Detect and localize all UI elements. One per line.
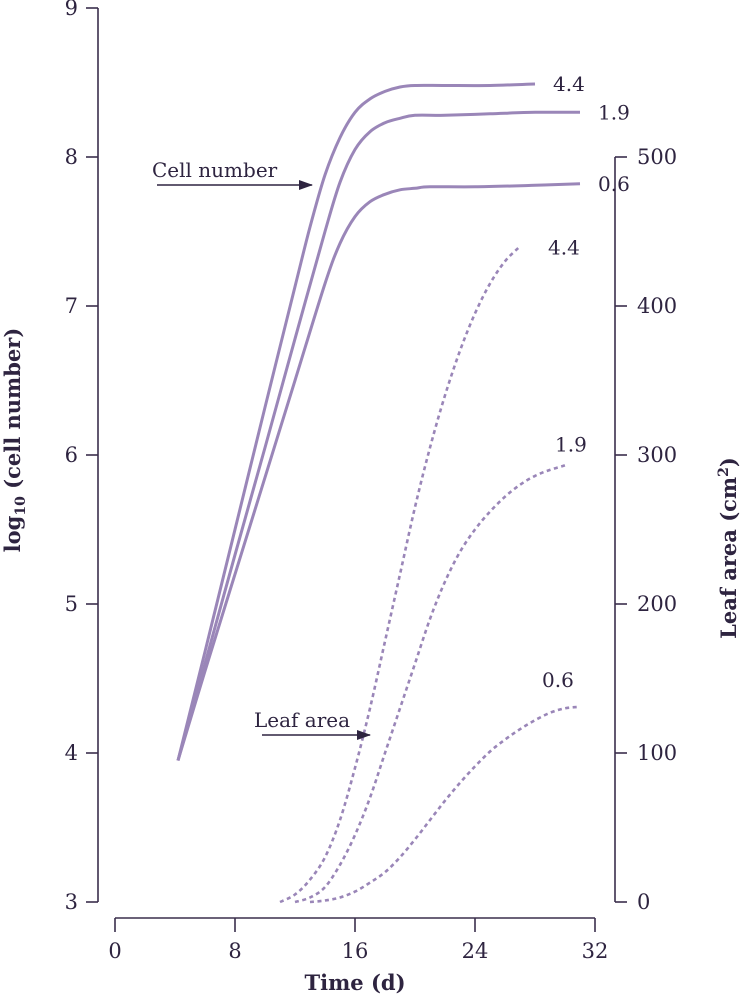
left-axis-title-main: log — [0, 515, 25, 552]
left-axis-tick-label: 4 — [65, 741, 78, 765]
cell-number-series-label: 4.4 — [553, 72, 585, 96]
x-axis-tick-label: 32 — [582, 939, 609, 963]
right-axis-tick-label: 400 — [637, 294, 677, 318]
right-axis-tick-label: 200 — [637, 592, 677, 616]
left-axis-title-rest: (cell number) — [0, 328, 25, 496]
leaf-area-series-label: 0.6 — [542, 668, 574, 692]
series-group — [176, 82, 581, 904]
leaf-area-line-1-9 — [294, 464, 566, 904]
cell-number-line-4-4 — [176, 82, 536, 761]
right-axis-tick-label: 300 — [637, 443, 677, 467]
cell-number-line-0-6 — [176, 182, 581, 761]
leaf-area-series-label: 4.4 — [548, 235, 580, 259]
leaf-area-line-0-6 — [309, 705, 581, 904]
left-axis-tick-label: 5 — [65, 592, 78, 616]
cell-number-annotation: Cell number — [152, 158, 278, 182]
right-axis-title-superscript: 2 — [716, 467, 732, 477]
labels-group: Time (d) log10 (cell number) Leaf area (cm… — [0, 72, 741, 995]
right-axis-tick-label: 0 — [637, 890, 650, 914]
left-axis-tick-label: 7 — [65, 294, 78, 318]
x-axis-tick-label: 0 — [108, 939, 121, 963]
right-axis-tick-label: 500 — [637, 145, 677, 169]
leaf-area-series-label: 1.9 — [555, 432, 587, 456]
cell-number-series-label: 1.9 — [598, 100, 630, 124]
left-axis-tick-label: 8 — [65, 145, 78, 169]
right-axis-title-rest: ) — [716, 457, 741, 467]
leaf-area-line-4-4 — [279, 245, 521, 904]
right-axis-title: Leaf area (cm2) — [716, 457, 741, 639]
cell-number-series-label: 0.6 — [598, 172, 630, 196]
left-axis-tick-label: 3 — [65, 890, 78, 914]
axes-group: 3 4 5 6 7 8 9 0 100 200 300 400 500 0 8 16 24 32 — [65, 0, 677, 963]
leaf-area-annotation: Leaf area — [254, 708, 350, 732]
left-axis-tick-label: 9 — [65, 0, 78, 20]
x-axis-tick-label: 24 — [462, 939, 489, 963]
cell-number-line-1-9 — [176, 110, 581, 761]
left-axis-title-subscript: 10 — [13, 496, 29, 516]
left-axis-tick-label: 6 — [65, 443, 78, 467]
left-axis-title: log10 (cell number) — [0, 328, 29, 553]
x-axis-title: Time (d) — [304, 970, 405, 995]
x-axis-tick-label: 8 — [228, 939, 241, 963]
x-axis-tick-label: 16 — [342, 939, 369, 963]
right-axis-title-main: Leaf area (cm — [716, 477, 741, 639]
right-axis-tick-label: 100 — [637, 741, 677, 765]
